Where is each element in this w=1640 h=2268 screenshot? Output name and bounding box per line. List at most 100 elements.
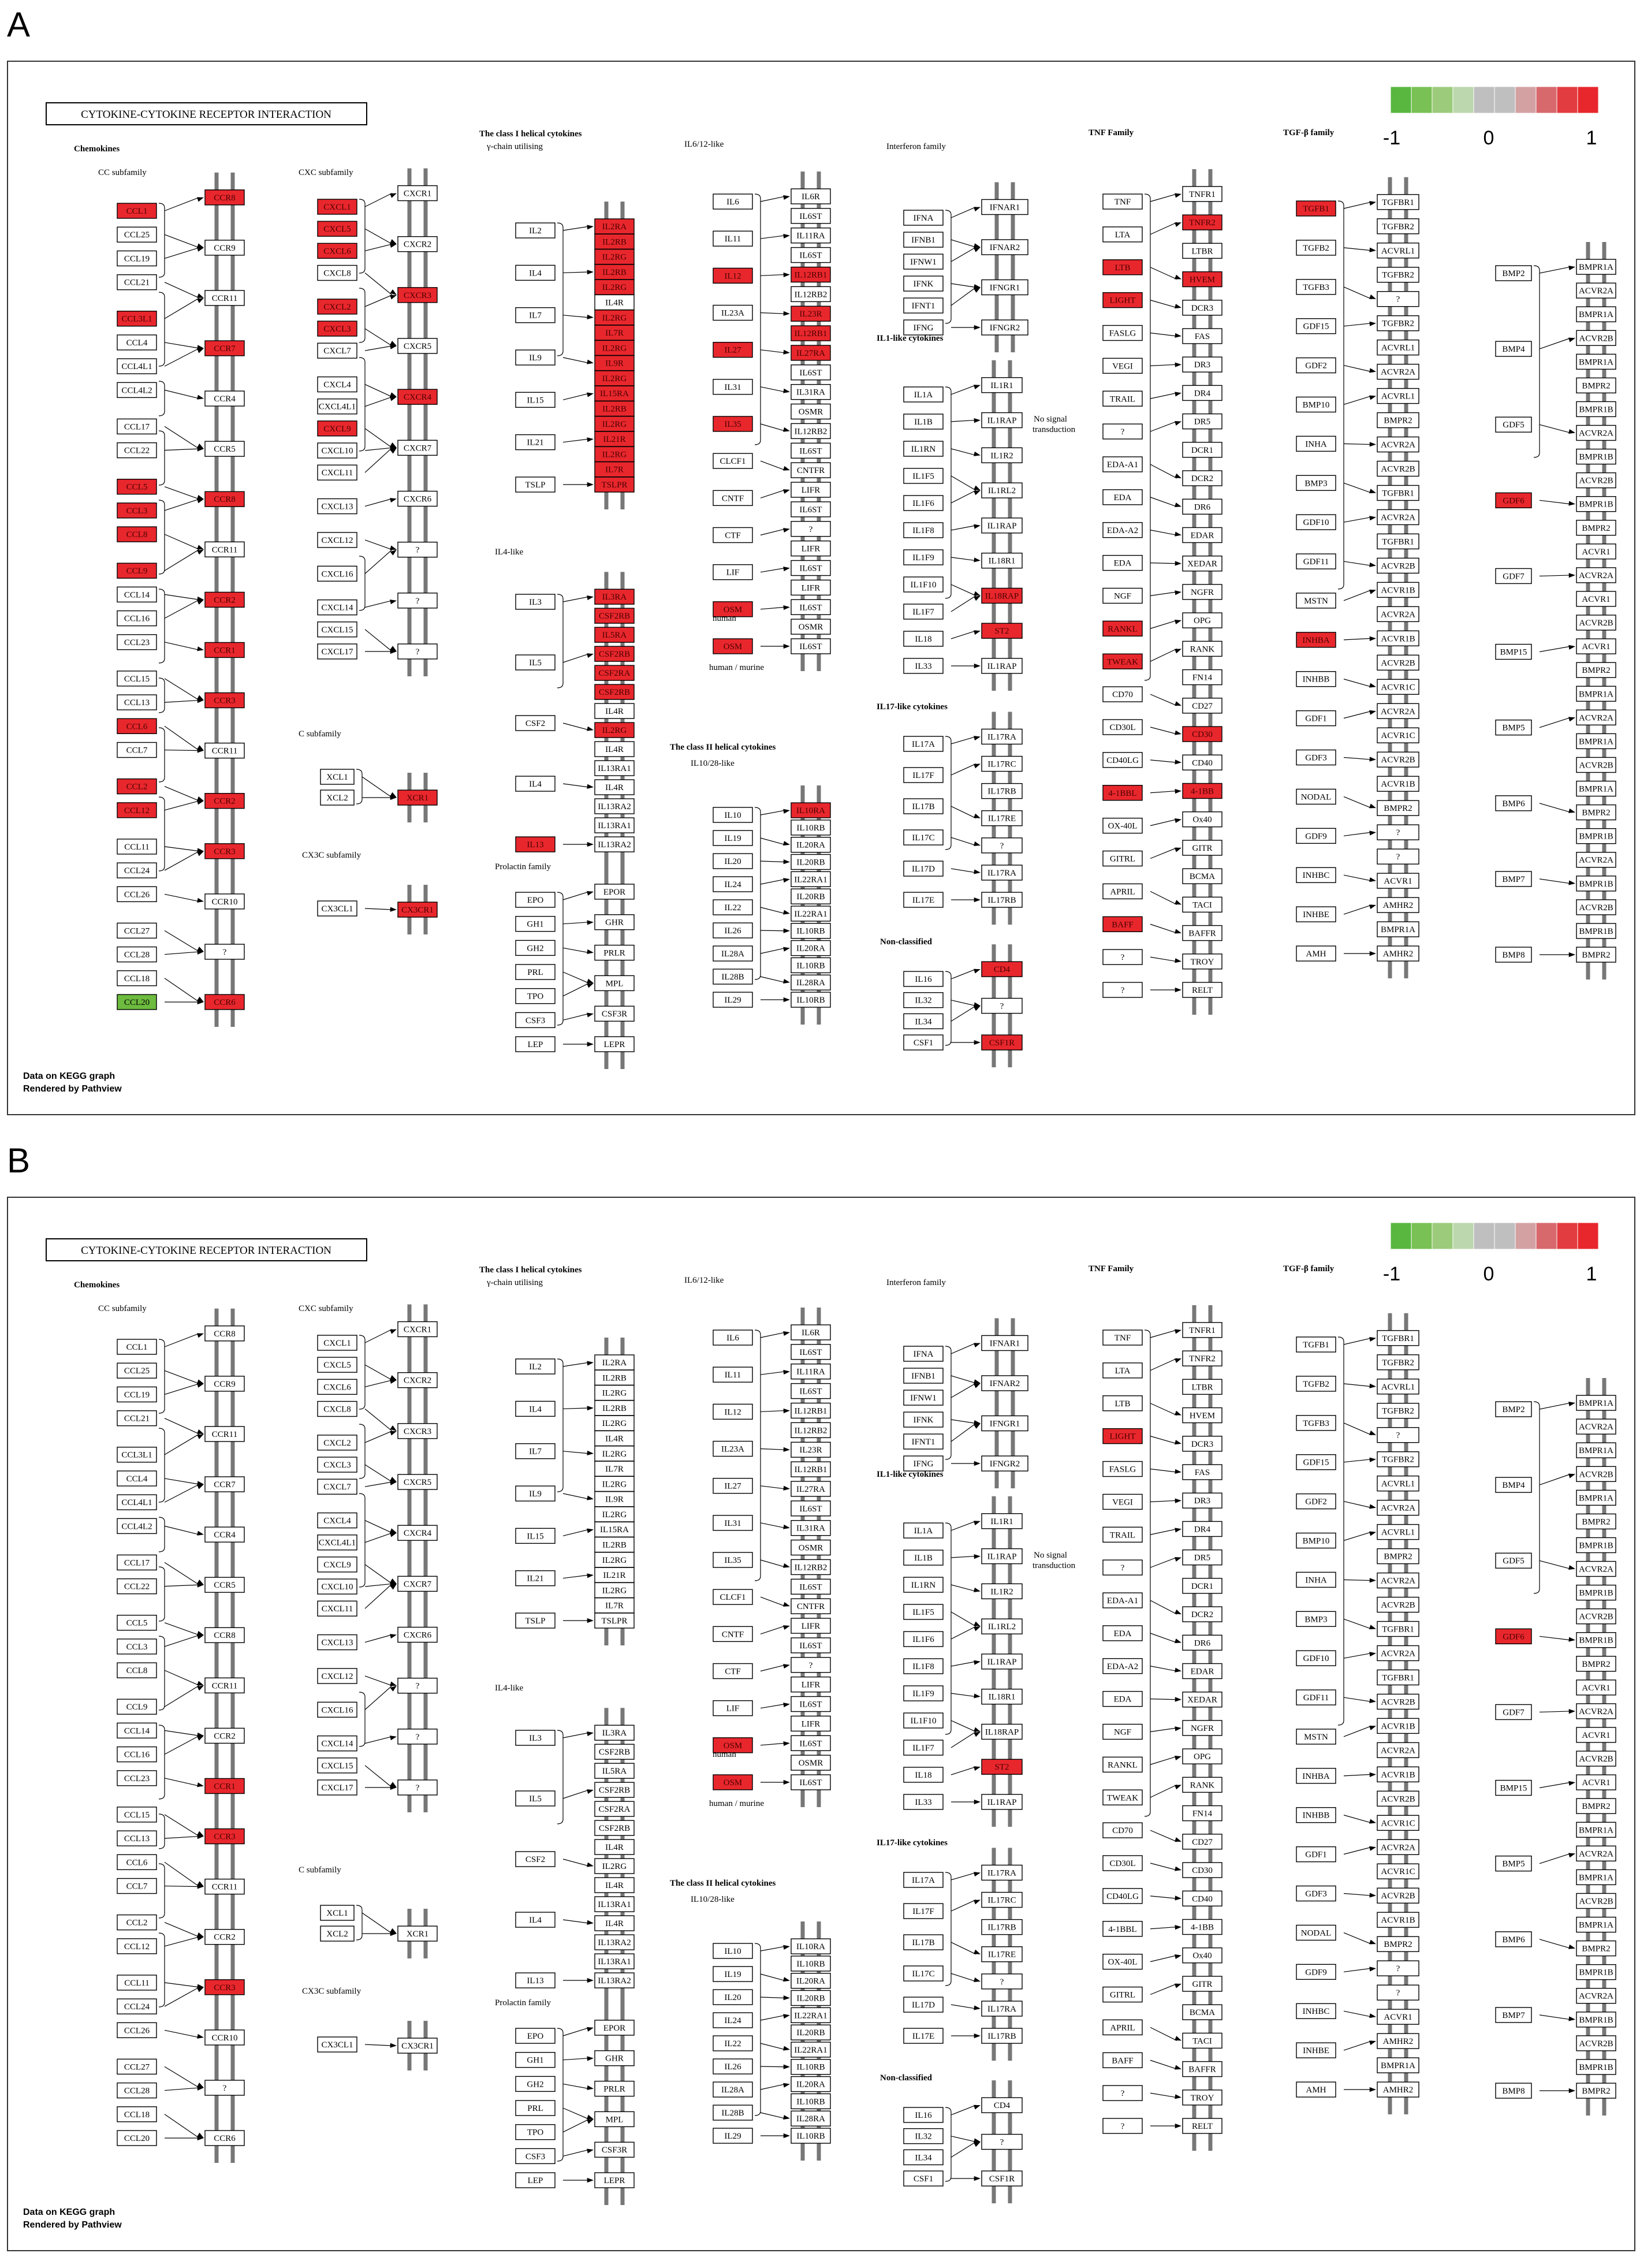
gene-node-il24[interactable]: IL24 xyxy=(713,876,753,892)
gene-node-tgfbr2[interactable]: TGFBR2 xyxy=(1377,1403,1419,1419)
gene-node-unknown[interactable]: ? xyxy=(397,541,438,558)
gene-node-il10rb[interactable]: IL10RB xyxy=(791,2059,831,2075)
gene-node-cxcl2[interactable]: CXCL2 xyxy=(317,1435,357,1451)
gene-node-acvr2a[interactable]: ACVR2A xyxy=(1576,567,1616,583)
gene-node-bmpr1a[interactable]: BMPR1A xyxy=(1576,1395,1616,1411)
gene-node-il12[interactable]: IL12 xyxy=(713,267,753,284)
gene-node-il21[interactable]: IL21 xyxy=(515,1570,556,1587)
gene-node-il17e[interactable]: IL17E xyxy=(903,892,944,908)
gene-node-bmpr1a[interactable]: BMPR1A xyxy=(1576,1489,1616,1506)
gene-node-xcl2[interactable]: XCL2 xyxy=(320,1926,355,1942)
gene-node-il22ra1[interactable]: IL22RA1 xyxy=(791,906,831,922)
gene-node-bmpr1b[interactable]: BMPR1B xyxy=(1576,1964,1616,1980)
gene-node-inhbb[interactable]: INHBB xyxy=(1296,1807,1336,1823)
gene-node-vegi[interactable]: VEGI xyxy=(1102,1494,1143,1510)
gene-node-eda-a1[interactable]: EDA-A1 xyxy=(1102,1592,1143,1608)
gene-node-il18[interactable]: IL18 xyxy=(903,631,944,647)
gene-node-edar[interactable]: EDAR xyxy=(1182,527,1222,543)
gene-node-bmpr1b[interactable]: BMPR1B xyxy=(1576,923,1616,939)
gene-node-gitr[interactable]: GITR xyxy=(1182,840,1222,856)
gene-node-cxcl15[interactable]: CXCL15 xyxy=(317,1757,357,1774)
gene-node-unknown[interactable]: ? xyxy=(204,944,245,960)
gene-node-il1f5[interactable]: IL1F5 xyxy=(903,468,944,484)
gene-node-il6r[interactable]: IL6R xyxy=(791,1324,831,1340)
gene-node-cxcl8[interactable]: CXCL8 xyxy=(317,1401,357,1417)
gene-node-bmpr1b[interactable]: BMPR1B xyxy=(1576,828,1616,844)
gene-node-xedar[interactable]: XEDAR xyxy=(1182,1692,1222,1708)
gene-node-dcr3[interactable]: DCR3 xyxy=(1182,1436,1222,1452)
gene-node-il32[interactable]: IL32 xyxy=(903,992,944,1008)
gene-node-osmr[interactable]: OSMR xyxy=(791,1539,831,1556)
gene-node-bmpr1b[interactable]: BMPR1B xyxy=(1576,2012,1616,2028)
gene-node-dcr2[interactable]: DCR2 xyxy=(1182,1606,1222,1622)
gene-node-il1r2[interactable]: IL1R2 xyxy=(981,1583,1023,1600)
gene-node-il29[interactable]: IL29 xyxy=(713,992,753,1008)
gene-node-ccr11[interactable]: CCR11 xyxy=(204,1677,245,1694)
gene-node-il1f8[interactable]: IL1F8 xyxy=(903,1658,944,1674)
gene-node-cxcl17[interactable]: CXCL17 xyxy=(317,1779,357,1796)
gene-node-csf2rb[interactable]: CSF2RB xyxy=(594,1782,635,1798)
gene-node-il12rb1[interactable]: IL12RB1 xyxy=(791,266,831,283)
gene-node-prlr[interactable]: PRLR xyxy=(594,2080,635,2097)
gene-node-opg[interactable]: OPG xyxy=(1182,1748,1222,1764)
gene-node-gdf15[interactable]: GDF15 xyxy=(1296,318,1336,334)
gene-node-unknown[interactable]: ? xyxy=(204,2080,245,2096)
gene-node-il20ra[interactable]: IL20RA xyxy=(791,2076,831,2092)
gene-node-cxcl16[interactable]: CXCL16 xyxy=(317,565,357,582)
gene-node-il17ra[interactable]: IL17RA xyxy=(981,1864,1023,1881)
gene-node-acvr1b[interactable]: ACVR1B xyxy=(1377,1912,1419,1928)
gene-node-dr6[interactable]: DR6 xyxy=(1182,1634,1222,1651)
gene-node-amhr2[interactable]: AMHR2 xyxy=(1377,2033,1419,2049)
gene-node-bmpr1b[interactable]: BMPR1B xyxy=(1576,401,1616,418)
gene-node-il4r[interactable]: IL4R xyxy=(594,703,635,719)
gene-node-lif[interactable]: LIF xyxy=(713,1700,753,1716)
gene-node-acvr2a[interactable]: ACVR2A xyxy=(1377,1645,1419,1662)
gene-node-il1a[interactable]: IL1A xyxy=(903,386,944,403)
gene-node-cxcr7[interactable]: CXCR7 xyxy=(397,440,438,456)
gene-node-il10ra[interactable]: IL10RA xyxy=(791,1938,831,1954)
gene-node-bmpr1a[interactable]: BMPR1A xyxy=(1576,733,1616,750)
gene-node-ccl3[interactable]: CCL3 xyxy=(117,1638,157,1655)
gene-node-il22ra1[interactable]: IL22RA1 xyxy=(791,871,831,888)
gene-node-il4r[interactable]: IL4R xyxy=(594,741,635,757)
gene-node-ifng[interactable]: IFNG xyxy=(903,1455,944,1472)
gene-node-il3ra[interactable]: IL3RA xyxy=(594,1725,635,1741)
gene-node-csf2ra[interactable]: CSF2RA xyxy=(594,665,635,681)
gene-node-il6st[interactable]: IL6ST xyxy=(791,208,831,224)
gene-node-unknown[interactable]: ? xyxy=(1102,982,1143,998)
gene-node-gitrl[interactable]: GITRL xyxy=(1102,850,1143,867)
gene-node-ifnb1[interactable]: IFNB1 xyxy=(903,232,944,248)
gene-node-ox-40l[interactable]: OX-40L xyxy=(1102,817,1143,834)
gene-node-fn14[interactable]: FN14 xyxy=(1182,1805,1222,1822)
gene-node-il17re[interactable]: IL17RE xyxy=(981,1946,1023,1962)
gene-node-csf3[interactable]: CSF3 xyxy=(515,1012,556,1029)
gene-node-ccr3[interactable]: CCR3 xyxy=(204,1828,245,1845)
gene-node-il2rg[interactable]: IL2RG xyxy=(594,370,635,386)
gene-node-eda-a1[interactable]: EDA-A1 xyxy=(1102,456,1143,472)
gene-node-acvr2a[interactable]: ACVR2A xyxy=(1377,1742,1419,1759)
gene-node-tgfbr2[interactable]: TGFBR2 xyxy=(1377,315,1419,332)
gene-node-relt[interactable]: RELT xyxy=(1182,982,1222,998)
gene-node-acvr2a[interactable]: ACVR2A xyxy=(1377,606,1419,623)
gene-node-lif[interactable]: LIF xyxy=(713,564,753,580)
gene-node-il15ra[interactable]: IL15RA xyxy=(594,385,635,401)
gene-node-il17rb[interactable]: IL17RB xyxy=(981,2028,1023,2044)
gene-node-acvr2a[interactable]: ACVR2A xyxy=(1576,1703,1616,1719)
gene-node-ccl7[interactable]: CCL7 xyxy=(117,742,157,758)
gene-node-il20ra[interactable]: IL20RA xyxy=(791,1972,831,1989)
gene-node-acvr2b[interactable]: ACVR2B xyxy=(1576,1466,1616,1482)
gene-node-ifnk[interactable]: IFNK xyxy=(903,1412,944,1428)
gene-node-il21[interactable]: IL21 xyxy=(515,434,556,450)
gene-node-tgfbr1[interactable]: TGFBR1 xyxy=(1377,194,1419,210)
gene-node-mstn[interactable]: MSTN xyxy=(1296,1729,1336,1745)
gene-node-ccl24[interactable]: CCL24 xyxy=(117,1998,157,2014)
gene-node-il6[interactable]: IL6 xyxy=(713,1329,753,1346)
gene-node-inha[interactable]: INHA xyxy=(1296,1571,1336,1588)
gene-node-cntfr[interactable]: CNTFR xyxy=(791,1598,831,1614)
gene-node-ccr4[interactable]: CCR4 xyxy=(204,390,245,407)
gene-node-ccl1[interactable]: CCL1 xyxy=(117,203,157,219)
gene-node-il17b[interactable]: IL17B xyxy=(903,1934,944,1950)
gene-node-gdf10[interactable]: GDF10 xyxy=(1296,514,1336,530)
gene-node-cxcl12[interactable]: CXCL12 xyxy=(317,1668,357,1684)
gene-node-dr4[interactable]: DR4 xyxy=(1182,1521,1222,1537)
